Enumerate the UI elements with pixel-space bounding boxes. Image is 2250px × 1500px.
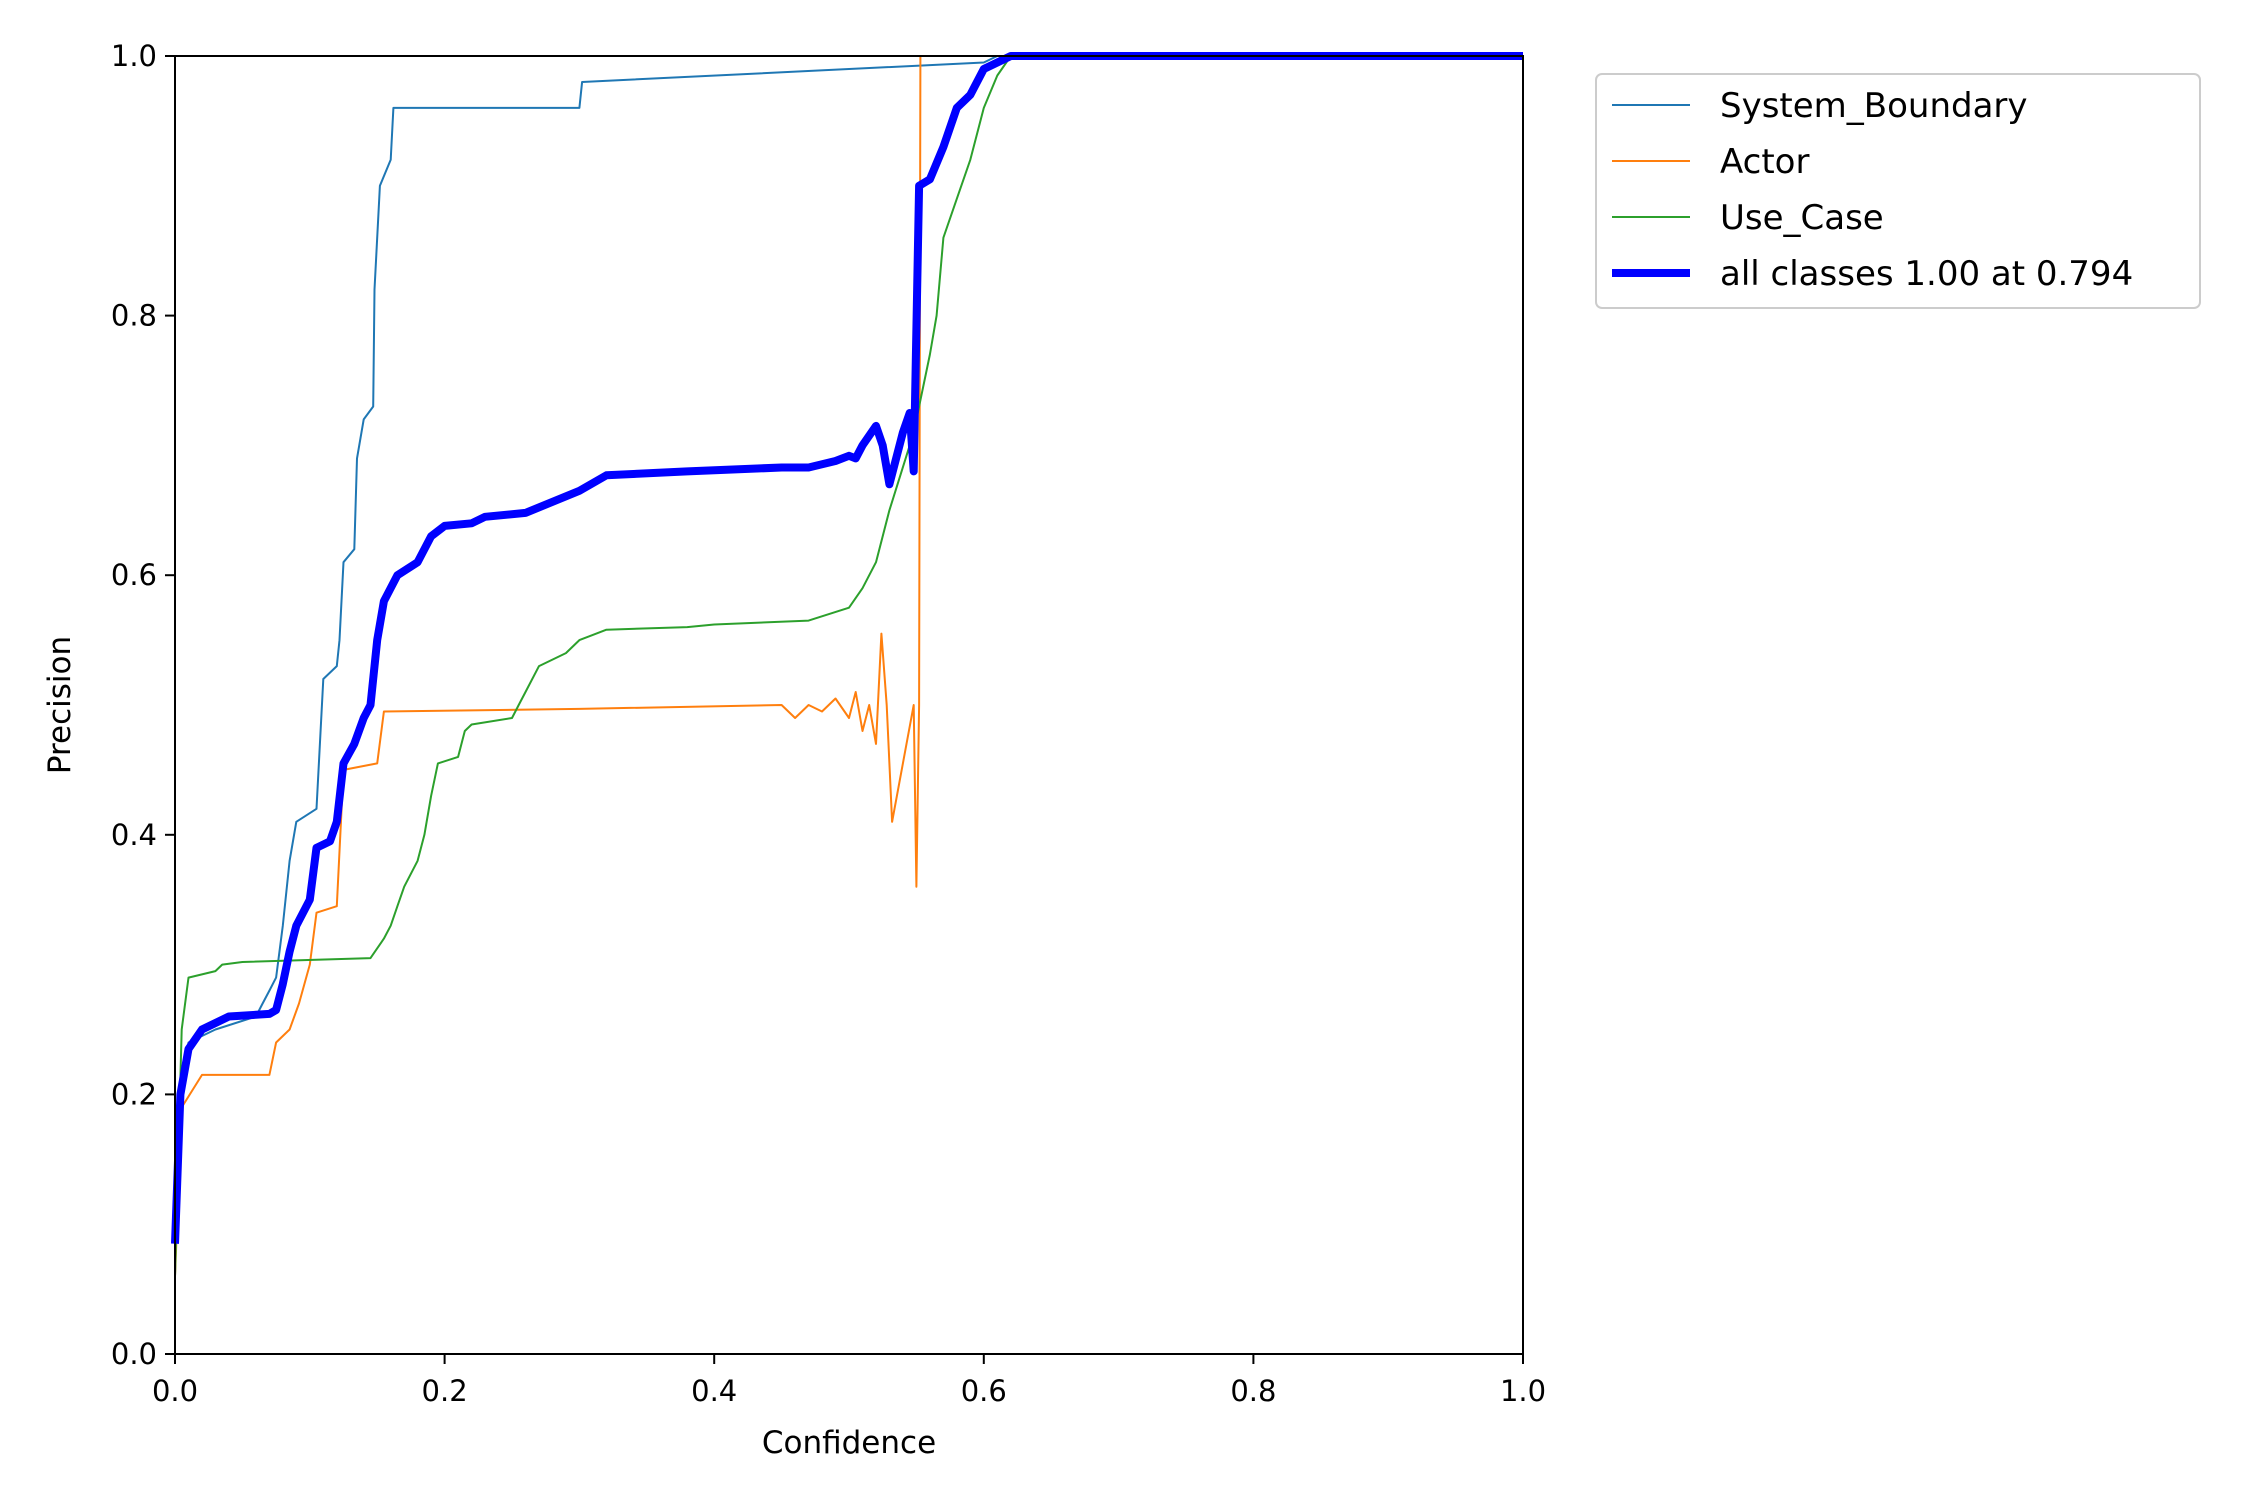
x-tick-label: 0.6: [961, 1374, 1007, 1408]
y-tick-label: 0.8: [111, 299, 157, 333]
legend-label-3: all classes 1.00 at 0.794: [1720, 254, 2133, 294]
y-tick-label: 0.6: [111, 558, 157, 592]
y-tick-label: 0.4: [111, 818, 157, 852]
series-line-2: [174, 55, 1523, 1277]
x-tick-label: 1.0: [1500, 1374, 1546, 1408]
y-axis-title: Precision: [42, 636, 78, 774]
y-tick-label: 0.2: [111, 1077, 157, 1111]
plot-area: [171, 52, 1524, 1355]
series-group: [171, 52, 1523, 1277]
x-tick-label: 0.2: [422, 1374, 468, 1408]
series-line-0: [174, 55, 1523, 1277]
series-line-1: [174, 55, 1523, 1277]
x-tick-label: 0.4: [691, 1374, 737, 1408]
legend-box: [1595, 73, 2201, 309]
plot-frame: [174, 55, 1524, 1355]
legend-label-2: Use_Case: [1720, 198, 1884, 238]
x-axis-ticks: 0.0 0.2 0.4 0.6 0.8 1.0: [152, 1354, 1546, 1408]
series-line-3: [171, 52, 1523, 1244]
legend-label-0: System_Boundary: [1720, 86, 2028, 126]
legend-label-1: Actor: [1720, 142, 1809, 182]
y-tick-label: 0.0: [111, 1337, 157, 1371]
x-tick-label: 0.0: [152, 1374, 198, 1408]
x-axis-title: Confidence: [762, 1425, 936, 1461]
x-tick-label: 0.8: [1230, 1374, 1276, 1408]
y-tick-label: 1.0: [111, 39, 157, 73]
y-axis-ticks: 0.0 0.2 0.4 0.6 0.8 1.0: [111, 39, 175, 1371]
